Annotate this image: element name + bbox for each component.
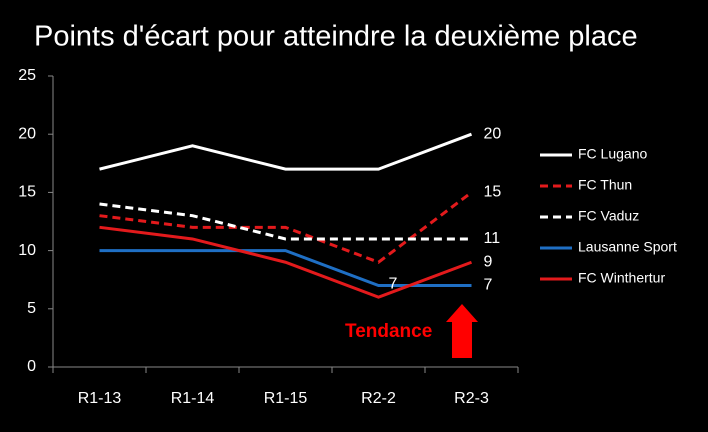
data-label: 20: [484, 125, 502, 142]
legend-label: FC Winthertur: [578, 270, 665, 286]
legend-label: Lausanne Sport: [578, 239, 677, 255]
y-tick-label: 0: [27, 358, 36, 375]
y-tick-label: 10: [18, 242, 36, 259]
legend-label: FC Vaduz: [578, 208, 639, 224]
trend-arrow: [446, 304, 478, 358]
y-tick-label: 25: [18, 67, 36, 84]
legend-label: FC Thun: [578, 177, 632, 193]
data-label: 11: [484, 230, 501, 247]
data-label: 7: [484, 277, 493, 294]
x-tick-label: R1-13: [78, 390, 122, 407]
data-label: 7: [389, 276, 398, 293]
y-tick-label: 20: [18, 125, 36, 142]
x-tick-label: R2-2: [361, 390, 396, 407]
x-tick-label: R1-14: [171, 390, 215, 407]
series-line: [99, 225, 473, 299]
series-line: [99, 202, 472, 241]
x-tick-label: R2-3: [454, 390, 489, 407]
y-tick-label: 5: [27, 300, 36, 317]
x-tick-label: R1-15: [264, 390, 308, 407]
legend-label: FC Lugano: [578, 146, 647, 162]
series-line: [99, 191, 473, 264]
data-label: 15: [484, 184, 502, 201]
y-tick-label: 15: [18, 184, 36, 201]
series-line: [99, 132, 473, 171]
annotation: Tendance: [345, 321, 432, 342]
chart-title: Points d'écart pour atteindre la deuxièm…: [34, 21, 638, 53]
data-label: 9: [484, 253, 493, 270]
